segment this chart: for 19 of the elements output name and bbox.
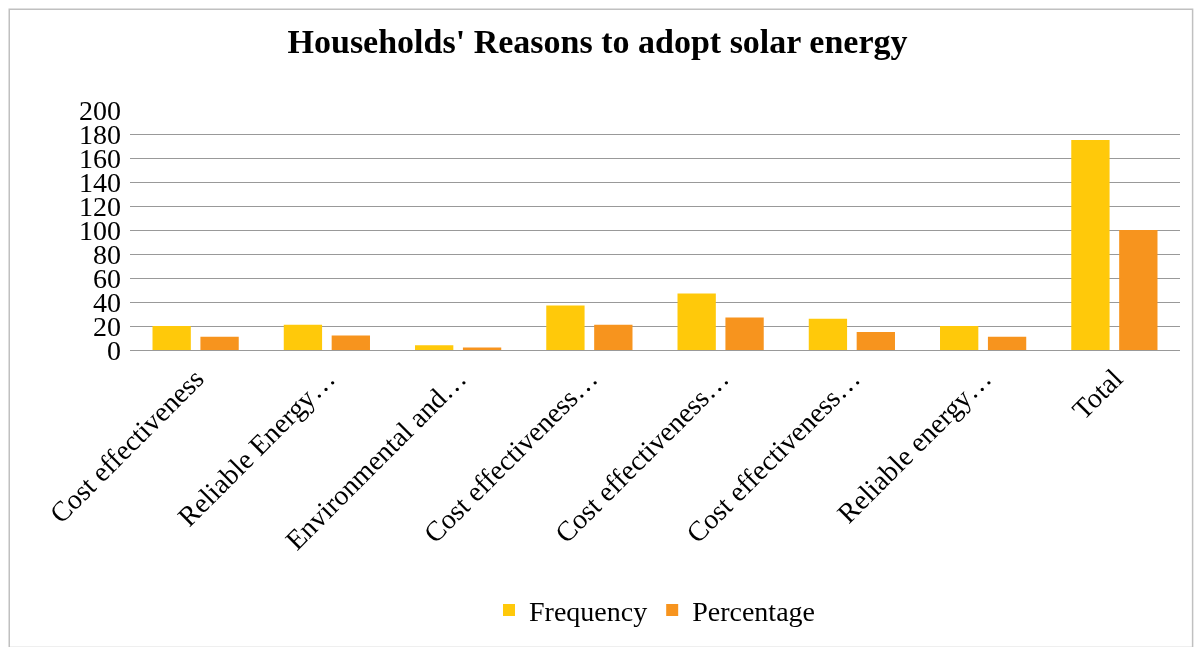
legend-label: Percentage — [692, 595, 816, 627]
bar — [594, 324, 633, 350]
chart-title: Households' Reasons to adopt solar energy — [287, 22, 908, 60]
legend-label: Frequency — [529, 595, 648, 627]
bar — [677, 293, 716, 350]
bar — [987, 336, 1027, 350]
bar — [283, 324, 323, 350]
y-tick-label: 200 — [79, 94, 121, 126]
bar — [940, 326, 979, 350]
bar — [415, 345, 454, 350]
bar — [1071, 140, 1110, 350]
bar — [808, 318, 848, 350]
bar — [856, 332, 895, 350]
bar — [546, 305, 585, 350]
bar — [1119, 230, 1158, 350]
bar — [152, 326, 191, 350]
bar — [725, 317, 764, 350]
bar — [331, 335, 370, 350]
bar — [200, 336, 239, 350]
